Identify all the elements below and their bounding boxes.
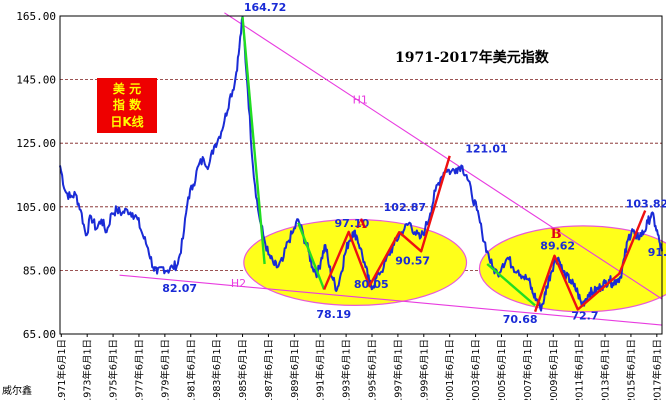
trend-segment-2 (486, 263, 536, 307)
xtick-label-0: 1971年6月1日 (56, 339, 68, 400)
legend-box-bg (97, 78, 157, 133)
xtick-label-14: 1999年6月1日 (418, 339, 430, 400)
ytick-label-3: 105.00 (16, 201, 56, 214)
trendline-h1 (224, 12, 663, 300)
chart-title: 1971-2017年美元指数 (395, 49, 550, 66)
xtick-label-12: 1995年6月1日 (367, 339, 379, 400)
xtick-label-18: 2007年6月1日 (522, 339, 534, 400)
annotation-13: 103.82 (626, 197, 666, 210)
xtick-label-16: 2003年6月1日 (470, 339, 482, 400)
xtick-label-7: 1985年6月1日 (237, 339, 249, 400)
y-axis-ticks: 165.00 145.00 125.00 105.00 85.00 65.00 (16, 10, 56, 341)
annotation-16: H2 (231, 277, 246, 290)
annotation-15: H1 (353, 93, 368, 106)
annotation-7: 78.19 (316, 308, 351, 321)
annotation-14: 91. (648, 246, 666, 259)
xtick-label-13: 1997年6月1日 (392, 339, 404, 400)
annotation-11: 70.68 (503, 313, 538, 326)
legend-line-2: 指 数 (113, 97, 142, 112)
annotation-0: 164.72 (244, 1, 286, 14)
xtick-label-2: 1975年6月1日 (108, 339, 120, 400)
xtick-label-10: 1991年6月1日 (315, 339, 327, 400)
x-axis-ticks: 1971年6月1日 1973年6月1日 1975年6月1日 1977年6月1日 1979… (56, 334, 663, 400)
annotation-5: 90.57 (395, 255, 430, 268)
annotation-10: B (551, 227, 562, 242)
annotation-2: 97.10 (334, 217, 369, 230)
xtick-label-19: 2009年6月1日 (548, 339, 560, 400)
xtick-label-22: 2015年6月1日 (625, 339, 637, 400)
annotation-6: 80.05 (354, 278, 389, 291)
legend-line-3: 日K线 (110, 114, 143, 129)
xtick-label-1: 1973年6月1日 (82, 339, 94, 400)
ytick-label-1: 145.00 (16, 74, 56, 87)
price-series (59, 15, 663, 312)
xtick-label-5: 1981年6月1日 (185, 339, 197, 400)
xtick-label-17: 2005年6月1日 (496, 339, 508, 400)
footer-watermark: 威尔鑫 (2, 386, 32, 397)
ytick-label-5: 65.00 (23, 328, 56, 341)
xtick-label-3: 1977年6月1日 (133, 339, 145, 400)
annotation-9: 89.62 (540, 240, 575, 253)
xtick-label-23: 2017年6月1日 (651, 339, 663, 400)
annotation-12: 72.7 (571, 309, 598, 322)
xtick-label-20: 2011年6月1日 (574, 339, 586, 400)
annotations: 164.72 82.07 97.10A 102.87 90.57 80.05 78.19 12… (162, 1, 666, 326)
highlight-ellipses (243, 218, 666, 313)
series-line-0 (59, 15, 663, 312)
legend-box: 美 元 指 数 日K线 (97, 78, 157, 133)
xtick-label-9: 1989年6月1日 (289, 339, 301, 400)
xtick-label-8: 1987年6月1日 (263, 339, 275, 400)
trendlines (119, 12, 663, 326)
trend-segment-4 (533, 210, 647, 313)
plot-frame (59, 15, 663, 335)
trend-segments (241, 16, 647, 313)
trendline-h2 (119, 274, 663, 326)
legend-line-1: 美 元 (113, 81, 141, 96)
annotation-8: 121.01 (465, 143, 507, 156)
ytick-label-4: 85.00 (23, 264, 56, 277)
ytick-label-2: 125.00 (16, 137, 56, 150)
highlight-ellipse-1 (478, 225, 666, 313)
trend-segment-1 (297, 222, 326, 290)
xtick-label-11: 1993年6月1日 (341, 339, 353, 400)
annotation-4: 102.87 (384, 201, 426, 214)
ytick-label-0: 165.00 (16, 10, 56, 23)
xtick-label-21: 2013年6月1日 (600, 339, 612, 400)
trend-segment-0 (241, 16, 266, 265)
xtick-label-15: 2001年6月1日 (444, 339, 456, 400)
trend-segment-3 (322, 155, 451, 290)
xtick-label-4: 1979年6月1日 (159, 339, 171, 400)
xtick-label-6: 1983年6月1日 (211, 339, 223, 400)
annotation-1: 82.07 (162, 282, 197, 295)
annotation-3: A (355, 217, 367, 232)
